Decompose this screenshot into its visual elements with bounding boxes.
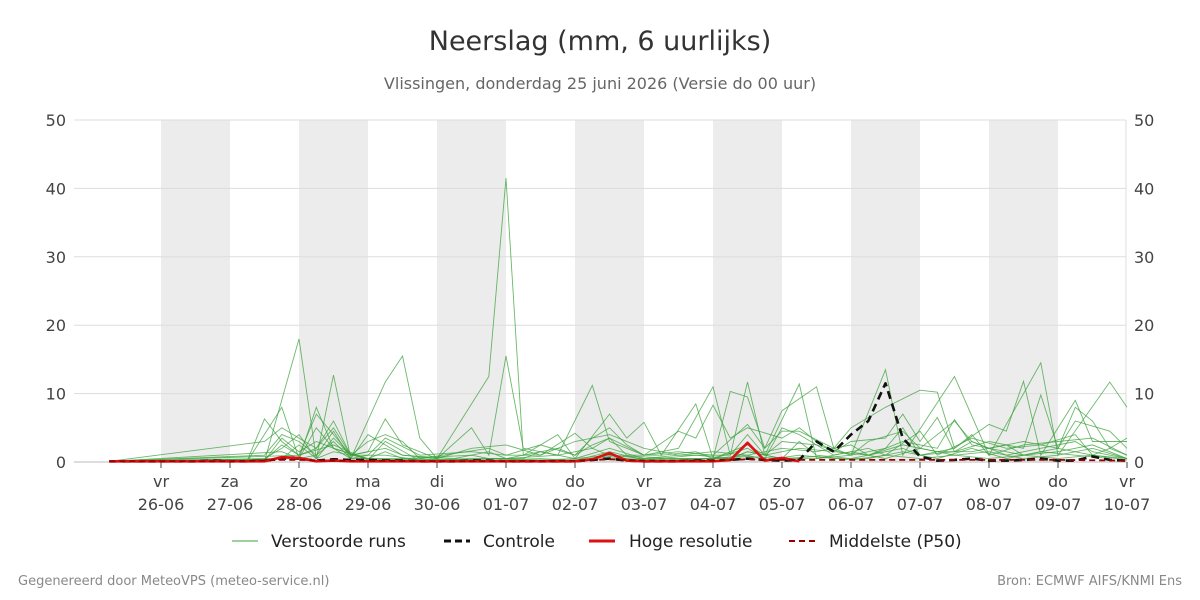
x-axis: vr 26-06 za 27-06 zo 28-06 ma 29-06 di 30-06 wo 01-… <box>138 462 1151 514</box>
x-tick-date: 26-06 <box>138 495 185 514</box>
x-tick-day: wo <box>495 472 518 491</box>
x-tick-date: 29-06 <box>345 495 392 514</box>
ensemble-member-line <box>109 440 1128 462</box>
weekend-band <box>161 120 230 462</box>
y-tick-label: 50 <box>1134 111 1154 130</box>
x-tick-date: 03-07 <box>621 495 668 514</box>
y-tick-label: 40 <box>1134 179 1154 198</box>
x-tick-day: vr <box>1119 472 1135 491</box>
x-tick-day: di <box>913 472 928 491</box>
y-tick-label: 20 <box>46 316 66 335</box>
x-tick-day: di <box>430 472 445 491</box>
weekend-band <box>299 120 368 462</box>
x-tick-date: 08-07 <box>966 495 1013 514</box>
legend-ensemble-label: Verstoorde runs <box>271 532 406 552</box>
weekend-band <box>989 120 1058 462</box>
y-tick-label: 40 <box>46 179 66 198</box>
weekend-band <box>851 120 920 462</box>
x-tick-day: vr <box>153 472 169 491</box>
x-tick-day: vr <box>636 472 652 491</box>
x-tick-date: 07-07 <box>897 495 944 514</box>
x-tick-day: do <box>1048 472 1068 491</box>
y-tick-label: 10 <box>46 385 66 404</box>
legend-median-label: Middelste (P50) <box>829 532 962 552</box>
chart-title: Neerslag (mm, 6 uurlijks) <box>429 26 771 57</box>
footer-source: Bron: ECMWF AIFS/KNMI Ens <box>997 574 1182 589</box>
y-tick-label: 20 <box>1134 316 1154 335</box>
x-tick-date: 04-07 <box>690 495 737 514</box>
x-tick-date: 30-06 <box>414 495 461 514</box>
y-axis-right: 0 10 20 30 40 50 <box>1134 111 1154 472</box>
x-tick-day: zo <box>773 472 791 491</box>
ensemble-member-line <box>109 444 1110 462</box>
y-tick-label: 30 <box>46 248 66 267</box>
y-tick-label: 0 <box>1134 453 1144 472</box>
weekend-band <box>437 120 506 462</box>
x-tick-day: ma <box>355 472 380 491</box>
ensemble-member-line <box>109 178 1127 462</box>
footer-credit: Gegenereerd door MeteoVPS (meteo-service… <box>18 574 329 589</box>
weekend-band <box>713 120 782 462</box>
legend: Verstoorde runs Controle Hoge resolutie … <box>232 532 962 552</box>
y-tick-label: 10 <box>1134 385 1154 404</box>
x-tick-day: za <box>221 472 239 491</box>
legend-control-label: Controle <box>483 532 555 552</box>
x-tick-date: 06-07 <box>828 495 875 514</box>
x-tick-date: 01-07 <box>483 495 530 514</box>
weekend-band <box>575 120 644 462</box>
x-tick-date: 27-06 <box>207 495 254 514</box>
x-tick-day: zo <box>290 472 308 491</box>
x-tick-date: 28-06 <box>276 495 323 514</box>
x-tick-day: ma <box>838 472 863 491</box>
x-tick-date: 02-07 <box>552 495 599 514</box>
chart-subtitle: Vlissingen, donderdag 25 juni 2026 (Vers… <box>384 74 816 93</box>
y-axis-left: 0 10 20 30 40 50 <box>46 111 66 472</box>
y-tick-label: 30 <box>1134 248 1154 267</box>
main-series-lines <box>109 381 1128 463</box>
x-tick-date: 10-07 <box>1104 495 1151 514</box>
ensemble-member-line <box>109 420 1128 462</box>
x-tick-day: wo <box>978 472 1001 491</box>
median-line <box>109 458 1128 463</box>
legend-hires-label: Hoge resolutie <box>629 532 753 552</box>
x-tick-day: do <box>565 472 585 491</box>
y-tick-label: 0 <box>56 453 66 472</box>
y-tick-label: 50 <box>46 111 66 130</box>
weekend-bands <box>161 120 1058 462</box>
x-tick-date: 05-07 <box>759 495 806 514</box>
x-tick-day: za <box>704 472 722 491</box>
x-tick-date: 09-07 <box>1035 495 1082 514</box>
